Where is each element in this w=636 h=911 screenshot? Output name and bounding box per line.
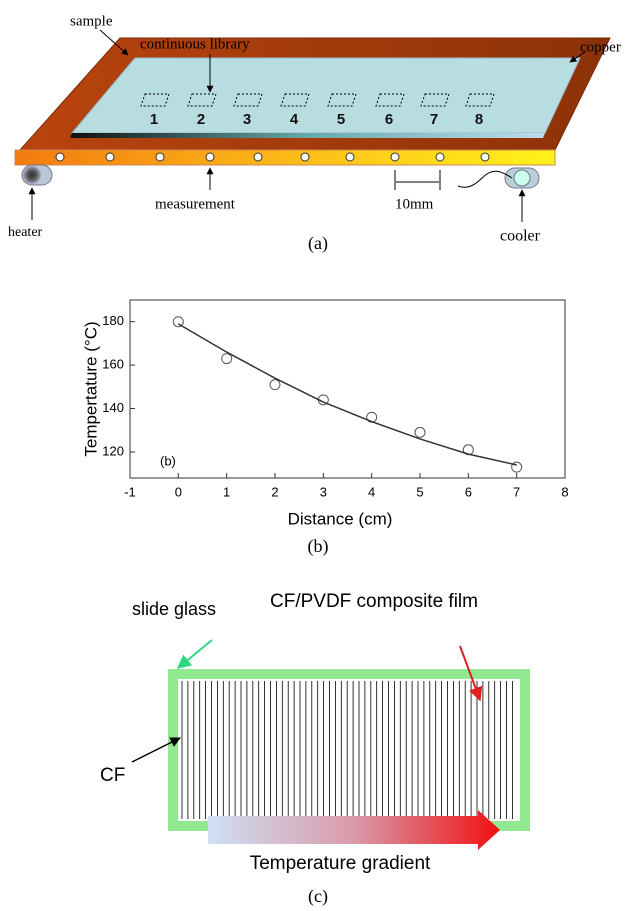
glass-edge xyxy=(70,133,545,138)
x-axis-label: Distance (cm) xyxy=(288,509,393,528)
label: continuous library xyxy=(140,36,250,52)
gradient-arrow xyxy=(208,810,500,850)
y-tick-label: 120 xyxy=(102,443,124,458)
x-tick-label: 8 xyxy=(561,484,568,499)
measurement-holes xyxy=(55,152,490,162)
cell-number: 7 xyxy=(430,111,438,128)
hole xyxy=(155,152,165,162)
slide-glass xyxy=(168,669,530,831)
sample-glass xyxy=(70,57,581,134)
panel-c: slide glass CF/PVDF composite film CF Te… xyxy=(100,591,530,907)
caption: (a) xyxy=(308,233,328,254)
cell xyxy=(420,93,450,107)
label: heater xyxy=(8,225,43,240)
hole xyxy=(300,152,310,162)
x-tick-label: 2 xyxy=(271,484,278,499)
label: measurement xyxy=(155,196,236,212)
arrow xyxy=(99,29,129,56)
hole xyxy=(253,152,263,162)
data-point xyxy=(511,461,523,473)
cell-number: 6 xyxy=(385,111,393,128)
x-tick-label: 6 xyxy=(465,484,472,499)
cell-number: 4 xyxy=(290,111,299,128)
label: copper xyxy=(580,39,621,55)
cooler-wire xyxy=(457,170,513,188)
panel-label: (b) xyxy=(160,453,176,468)
cell-number: 2 xyxy=(197,111,205,128)
heater-end xyxy=(23,166,41,184)
panel-b: (b) Distance (cm) Tempertature (°C) (b) … xyxy=(81,299,569,557)
label: sample xyxy=(70,13,113,29)
gradient-strip xyxy=(14,149,556,166)
cell-number: 5 xyxy=(337,111,345,128)
cell-number: 3 xyxy=(243,111,251,128)
data-point xyxy=(414,426,426,438)
arrow xyxy=(569,51,586,63)
hole xyxy=(480,152,490,162)
caption: (c) xyxy=(308,886,328,907)
y-tick-label: 140 xyxy=(102,400,124,415)
x-tick-label: 1 xyxy=(223,484,230,499)
x-tick-label: 4 xyxy=(368,484,375,499)
cell xyxy=(375,93,405,107)
cell xyxy=(465,93,495,107)
fit-line xyxy=(177,323,517,466)
cell-number: 1 xyxy=(150,111,158,128)
cell xyxy=(187,93,217,107)
fibers xyxy=(181,681,513,819)
arrow xyxy=(176,639,213,669)
x-tick-label: 3 xyxy=(320,484,327,499)
data-point xyxy=(221,353,233,365)
label: Temperature gradient xyxy=(250,853,431,874)
cell xyxy=(327,93,357,107)
caption: (b) xyxy=(308,536,329,557)
cell xyxy=(280,93,310,107)
x-tick-label: 0 xyxy=(175,484,182,499)
cooler-end xyxy=(513,169,531,187)
arrow xyxy=(459,645,483,702)
cells: 1 2 3 4 5 6 7 8 xyxy=(140,93,495,128)
plot-frame xyxy=(129,299,566,479)
x-tick-label: 5 xyxy=(416,484,423,499)
y-axis-label: Tempertature (°C) xyxy=(81,321,100,456)
cell xyxy=(233,93,263,107)
hole xyxy=(345,152,355,162)
arrow xyxy=(131,737,181,763)
label: slide glass xyxy=(132,599,216,619)
hole xyxy=(390,152,400,162)
data-point xyxy=(172,316,184,328)
hole xyxy=(105,152,115,162)
x-tick-label: -1 xyxy=(124,484,136,499)
cell xyxy=(140,93,170,107)
y-tick-label: 160 xyxy=(102,357,124,372)
cell-number: 8 xyxy=(475,111,483,128)
hole xyxy=(55,152,65,162)
panel-a: 1 2 3 4 5 6 7 8 sample continuous library coppe… xyxy=(8,13,621,254)
label: 10mm xyxy=(395,196,434,212)
hole xyxy=(205,152,215,162)
y-tick-label: 180 xyxy=(102,313,124,328)
label: CF/PVDF composite film xyxy=(270,591,478,612)
x-tick-label: 7 xyxy=(513,484,520,499)
label: CF xyxy=(100,765,125,786)
label: cooler xyxy=(500,228,541,245)
hole xyxy=(435,152,445,162)
data-point xyxy=(269,379,281,391)
